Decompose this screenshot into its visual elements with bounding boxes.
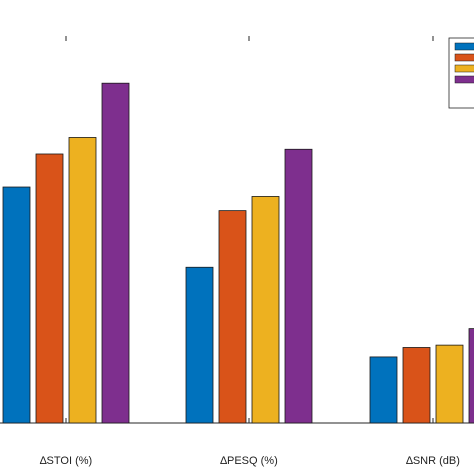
x-tick-labels: ∆STOI (%) ∆PESQ (%) ∆SNR (dB) [40,455,460,467]
bar-series1-1 [2,186,31,424]
legend-swatch-1 [454,42,474,51]
legend-swatch-3 [454,64,474,73]
legend-swatch-2 [454,53,474,62]
bar-series2-2 [218,210,247,424]
bar-series3-3 [435,344,464,424]
x-tick-label: ∆PESQ (%) [220,455,277,467]
bar-series4-2 [284,148,313,424]
legend [448,37,474,109]
bar-series2-3 [402,347,431,424]
bar-series3-1 [68,137,97,424]
chart-bars [2,82,474,424]
bar-series1-2 [185,266,214,424]
bar-series4-1 [101,82,130,424]
bar-series1-3 [369,356,398,424]
legend-swatch-4 [454,75,474,84]
bar-series2-1 [35,153,64,424]
bar-series4-3 [468,328,474,424]
bar-series3-2 [251,196,280,424]
x-tick-label: ∆STOI (%) [40,455,92,467]
x-tick-label: ∆SNR (dB) [406,455,460,467]
